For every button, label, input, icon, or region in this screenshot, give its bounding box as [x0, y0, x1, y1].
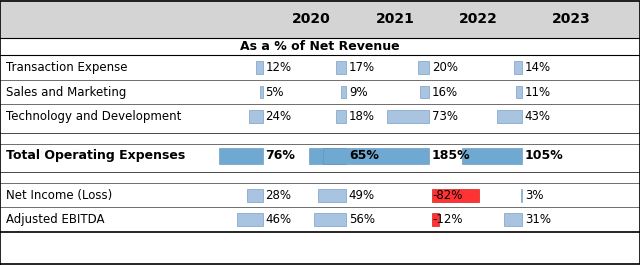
Bar — [260, 86, 263, 98]
Text: -82%: -82% — [432, 189, 462, 202]
Text: -12%: -12% — [432, 213, 463, 226]
Bar — [220, 148, 263, 164]
Bar — [514, 61, 522, 74]
Bar — [497, 110, 522, 123]
Text: 56%: 56% — [349, 213, 375, 226]
Text: 105%: 105% — [525, 149, 564, 162]
Text: 2020: 2020 — [292, 12, 331, 26]
Bar — [314, 213, 346, 226]
Text: 2023: 2023 — [552, 12, 590, 26]
Bar — [247, 189, 263, 201]
Bar — [323, 148, 429, 164]
Bar — [309, 148, 346, 164]
Text: 49%: 49% — [349, 189, 375, 202]
Bar — [520, 189, 522, 201]
Text: 16%: 16% — [432, 86, 458, 99]
Text: Transaction Expense: Transaction Expense — [6, 61, 128, 74]
Bar — [336, 110, 346, 123]
Bar — [432, 213, 439, 226]
Bar — [516, 86, 522, 98]
Text: 12%: 12% — [266, 61, 292, 74]
Text: 5%: 5% — [266, 86, 284, 99]
Text: 46%: 46% — [266, 213, 292, 226]
Text: Total Operating Expenses: Total Operating Expenses — [6, 149, 186, 162]
Bar — [461, 148, 522, 164]
Bar — [337, 61, 346, 74]
Text: 185%: 185% — [432, 149, 470, 162]
Text: Technology and Development: Technology and Development — [6, 110, 182, 123]
Text: 2021: 2021 — [376, 12, 414, 26]
Text: 28%: 28% — [266, 189, 292, 202]
Text: 65%: 65% — [349, 149, 379, 162]
Text: Adjusted EBITDA: Adjusted EBITDA — [6, 213, 105, 226]
Text: As a % of Net Revenue: As a % of Net Revenue — [240, 40, 400, 53]
Text: Net Income (Loss): Net Income (Loss) — [6, 189, 113, 202]
Text: 9%: 9% — [349, 86, 367, 99]
Bar — [0, 0, 640, 38]
Bar — [237, 213, 263, 226]
Text: 11%: 11% — [525, 86, 551, 99]
Text: 43%: 43% — [525, 110, 551, 123]
Text: 31%: 31% — [525, 213, 551, 226]
Bar — [420, 86, 429, 98]
Text: 20%: 20% — [432, 61, 458, 74]
Bar — [504, 213, 522, 226]
Text: 73%: 73% — [432, 110, 458, 123]
Bar — [387, 110, 429, 123]
Bar — [0, 38, 640, 55]
Text: 76%: 76% — [266, 149, 296, 162]
Text: 17%: 17% — [349, 61, 375, 74]
Bar — [418, 61, 429, 74]
Bar — [341, 86, 346, 98]
Bar — [432, 189, 479, 201]
Text: 18%: 18% — [349, 110, 375, 123]
Text: 2022: 2022 — [459, 12, 497, 26]
Text: 14%: 14% — [525, 61, 551, 74]
Bar — [256, 61, 263, 74]
Bar — [318, 189, 346, 201]
Text: Sales and Marketing: Sales and Marketing — [6, 86, 127, 99]
Bar — [249, 110, 263, 123]
Text: 3%: 3% — [525, 189, 543, 202]
Text: 24%: 24% — [266, 110, 292, 123]
